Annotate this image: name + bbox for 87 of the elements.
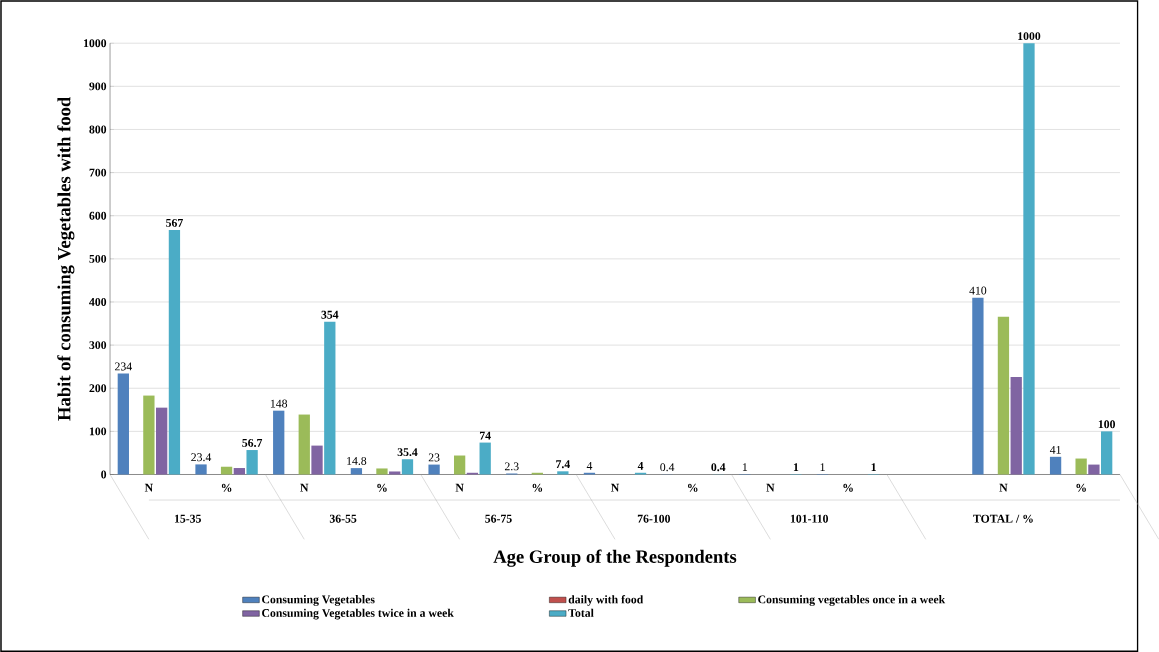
data-label: 567: [166, 218, 183, 227]
y-axis-title: Habit of consuming Vegetables with food: [57, 96, 75, 421]
y-tick-label: 900: [89, 82, 107, 91]
bar: [1049, 456, 1062, 475]
data-label: 4: [586, 461, 593, 470]
data-label: 234: [115, 362, 132, 371]
bar: [479, 442, 491, 475]
bar: [453, 455, 466, 475]
data-label: 7.4: [556, 460, 570, 469]
data-label: 1: [871, 463, 876, 471]
bar: [1075, 458, 1087, 475]
y-tick-label: 800: [89, 125, 107, 134]
bar: [324, 321, 336, 475]
bar: [143, 395, 155, 475]
legend-label: Total: [568, 608, 594, 617]
x-tick-label: %: [688, 483, 698, 492]
data-label: 1: [742, 463, 748, 471]
data-label: 2.3: [504, 462, 519, 471]
data-label: 1000: [1018, 31, 1041, 40]
data-label: 100: [1098, 420, 1116, 429]
text: 15-35: [174, 514, 201, 523]
y-tick-label: 600: [89, 211, 107, 220]
data-label: 354: [321, 310, 339, 319]
bar: [117, 373, 129, 475]
bar: [1010, 376, 1022, 475]
text: 76-100: [637, 514, 671, 523]
data-label: 0.4: [711, 463, 726, 472]
x-tick-label: N: [144, 483, 153, 492]
text: 36-55: [329, 514, 357, 523]
legend-label: Consuming Vegetables twice in a week: [262, 608, 454, 620]
text: 101-110: [790, 514, 829, 523]
y-tick-label: 200: [89, 384, 107, 393]
x-tick-label: %: [221, 483, 232, 492]
bar: [1101, 431, 1113, 475]
bar: [389, 471, 401, 475]
legend-label: Consuming vegetables once in a week: [758, 594, 946, 606]
data-label: 74: [479, 431, 491, 440]
text: TOTAL / %: [973, 514, 1033, 523]
data-label: 41: [1049, 445, 1061, 454]
y-tick-label: 500: [89, 254, 107, 263]
x-tick-label: %: [1076, 483, 1086, 492]
x-tick-label: %: [532, 483, 543, 492]
data-label: 56.7: [242, 438, 263, 447]
data-label: 1: [820, 463, 825, 471]
legend-label: daily with food: [568, 594, 644, 606]
x-tick-label: %: [843, 483, 853, 492]
y-tick-label: 0: [101, 470, 107, 479]
text: 56-75: [485, 514, 512, 523]
data-label: 23.4: [191, 453, 212, 462]
bar: [195, 464, 207, 475]
bar: [311, 445, 323, 475]
x-tick-label: %: [377, 483, 387, 492]
bar: [972, 297, 984, 475]
bar: [156, 407, 168, 475]
data-label: 35.4: [397, 447, 418, 456]
data-label: 4: [637, 461, 644, 470]
bar: [273, 410, 285, 475]
bar: [1088, 464, 1100, 475]
y-tick-label: 700: [89, 168, 107, 177]
bar: [997, 316, 1010, 475]
y-tick-label: 400: [89, 297, 107, 306]
data-label: 0.4: [660, 463, 675, 472]
bar: [298, 414, 310, 475]
x-tick-label: N: [999, 483, 1008, 492]
data-label: 23: [428, 453, 440, 462]
bar: [428, 464, 440, 475]
x-tick-label: N: [455, 483, 464, 492]
y-tick-label: 100: [89, 427, 107, 436]
bar: [350, 467, 363, 475]
data-label: 1: [793, 463, 799, 471]
x-tick-label: N: [610, 483, 620, 492]
x-axis-title: Age Group of the Respondents: [493, 549, 737, 567]
data-label: 148: [270, 399, 288, 408]
bar: [401, 459, 414, 475]
y-tick-label: 1000: [84, 39, 107, 48]
bar: [246, 449, 258, 475]
data-label: 410: [969, 286, 987, 295]
bar: [1023, 43, 1035, 475]
x-tick-label: N: [766, 483, 775, 492]
legend-label: Consuming Vegetables: [262, 594, 375, 606]
bar: [376, 468, 388, 475]
x-tick-label: N: [300, 483, 309, 492]
bar: [168, 229, 181, 475]
bar: [233, 467, 245, 475]
y-tick-label: 300: [89, 340, 107, 349]
bar: [557, 471, 569, 475]
data-label: 14.8: [347, 456, 367, 465]
